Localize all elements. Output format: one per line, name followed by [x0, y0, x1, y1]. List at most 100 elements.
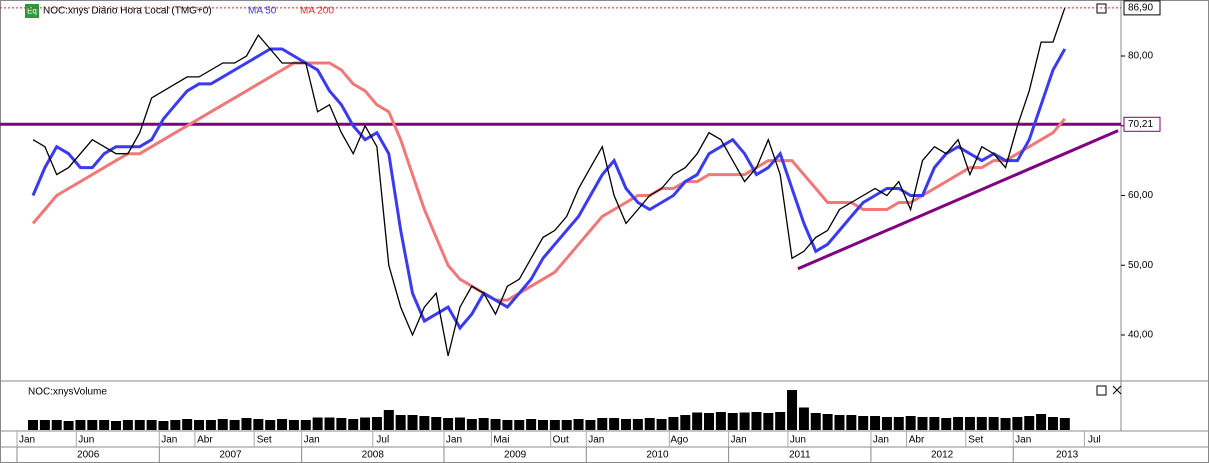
x-tick-label: Out — [553, 435, 569, 446]
x-tick-label: Jun — [78, 435, 94, 446]
volume-bar — [1024, 416, 1035, 430]
year-label: 2013 — [1056, 450, 1079, 461]
volume-bar — [371, 417, 382, 430]
x-tick-label: Abr — [909, 435, 925, 446]
volume-bar — [526, 419, 537, 430]
volume-bar — [1059, 418, 1070, 430]
legend-ma200: MA 200 — [300, 6, 334, 17]
hline-label-box — [1123, 116, 1161, 132]
volume-bar — [822, 414, 833, 430]
volume-bar — [241, 418, 252, 430]
volume-bar — [265, 420, 276, 430]
volume-bar — [929, 417, 940, 430]
legend-ma50: MA 50 — [248, 6, 277, 17]
maximize-button[interactable] — [1096, 385, 1107, 396]
volume-bar — [407, 415, 418, 430]
maximize-button[interactable] — [1096, 3, 1107, 14]
volume-bar — [395, 415, 406, 430]
volume-bar — [798, 407, 809, 430]
x-tick-label: Jan — [161, 435, 177, 446]
close-button[interactable] — [1112, 385, 1122, 395]
volume-bar — [644, 418, 655, 430]
volume-bar — [360, 417, 371, 430]
volume-bar — [775, 412, 786, 430]
volume-title: NOC:xnysVolume — [28, 387, 107, 398]
volume-bar — [288, 420, 299, 430]
volume-bar — [51, 420, 62, 430]
volume-bar — [478, 418, 489, 430]
x-tick-label: Jun — [790, 435, 806, 446]
x-tick-label: Jan — [304, 435, 320, 446]
y-tick-label: 50,00 — [1128, 260, 1153, 271]
volume-bar — [99, 420, 110, 430]
volume-bar — [727, 413, 738, 430]
volume-bar — [621, 419, 631, 430]
volume-bar — [324, 417, 335, 430]
x-tick-label: Jan — [588, 435, 604, 446]
volume-bar — [988, 417, 999, 430]
x-tick-label: Jan — [1015, 435, 1031, 446]
volume-bar — [810, 413, 821, 430]
y-tick-label: 60,00 — [1128, 190, 1153, 201]
hline-label: 70,21 — [1128, 119, 1153, 130]
x-tick-label: Ago — [670, 435, 688, 446]
volume-bar — [431, 417, 442, 430]
volume-bar — [573, 419, 584, 430]
y-tick-label: 80,00 — [1128, 51, 1153, 62]
volume-bar — [1012, 417, 1023, 430]
year-label: 2006 — [77, 450, 100, 461]
x-tick-label: Jan — [19, 435, 35, 446]
x-tick-label: Set — [257, 435, 272, 446]
volume-bar — [111, 421, 122, 430]
volume-bar — [63, 421, 74, 430]
volume-bar — [597, 418, 608, 430]
volume-bar — [953, 417, 964, 430]
volume-bar — [905, 416, 916, 430]
volume-bar — [39, 420, 50, 430]
volume-bar — [881, 417, 892, 430]
volume-bar — [205, 420, 216, 430]
year-label: 2010 — [646, 450, 669, 461]
volume-bar — [858, 416, 869, 430]
volume-bar — [834, 415, 845, 430]
moving-average — [31, 61, 1066, 302]
volume-bar — [632, 419, 643, 430]
volume-bar — [122, 420, 133, 430]
volume-bar — [300, 420, 311, 430]
volume-bar — [229, 420, 240, 430]
volume-bar — [514, 420, 525, 430]
x-tick-label: Jul — [1088, 435, 1101, 446]
volume-bar — [763, 413, 774, 430]
last-label-box — [1123, 0, 1161, 16]
volume-bar — [134, 420, 145, 430]
volume-bar — [1000, 418, 1011, 430]
volume-bar — [502, 420, 513, 430]
volume-bar — [158, 421, 169, 430]
year-label: 2012 — [931, 450, 954, 461]
volume-bar — [680, 415, 691, 430]
x-tick-label: Jan — [731, 435, 747, 446]
volume-bar — [739, 412, 750, 430]
x-tick-label: Jul — [376, 435, 389, 446]
volume-bar — [383, 410, 394, 430]
x-tick-label: Jan — [446, 435, 462, 446]
volume-bar — [419, 416, 430, 430]
volume-bar — [585, 420, 596, 430]
volume-bar — [668, 417, 679, 430]
volume-bar — [941, 418, 952, 430]
year-label: 2011 — [789, 450, 811, 461]
volume-bar — [964, 417, 975, 430]
volume-bar — [692, 412, 703, 430]
x-tick-label: Abr — [197, 435, 213, 446]
volume-bar — [751, 412, 762, 430]
x-tick-label: Mai — [493, 435, 509, 446]
volume-bar — [537, 420, 548, 430]
year-label: 2008 — [362, 450, 385, 461]
volume-bar — [549, 420, 560, 430]
price-line — [32, 7, 1066, 357]
last-price-label: 86,90 — [1128, 3, 1153, 14]
volume-bar — [490, 419, 501, 430]
x-tick-label: Set — [968, 435, 983, 446]
volume-bar — [561, 420, 572, 430]
